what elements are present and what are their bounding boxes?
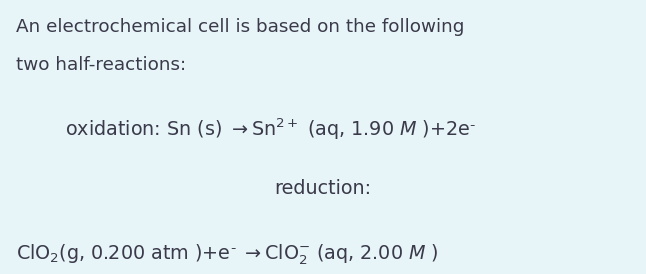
Text: two half-reactions:: two half-reactions:: [16, 56, 186, 74]
Text: ClO$_2$(g, 0.200 atm )+e$^{\bar{\ }}$ $\rightarrow$ClO$_2^{-}$ (aq, 2.00 $\mathi: ClO$_2$(g, 0.200 atm )+e$^{\bar{\ }}$ $\…: [16, 242, 439, 267]
Text: An electrochemical cell is based on the following: An electrochemical cell is based on the …: [16, 18, 464, 36]
Text: reduction:: reduction:: [275, 179, 371, 198]
Text: oxidation: Sn (s) $\rightarrow$Sn$^{2+}$ (aq, 1.90 $\mathit{M}$ )+2e$^{\bar{\ }}: oxidation: Sn (s) $\rightarrow$Sn$^{2+}$…: [65, 116, 476, 142]
